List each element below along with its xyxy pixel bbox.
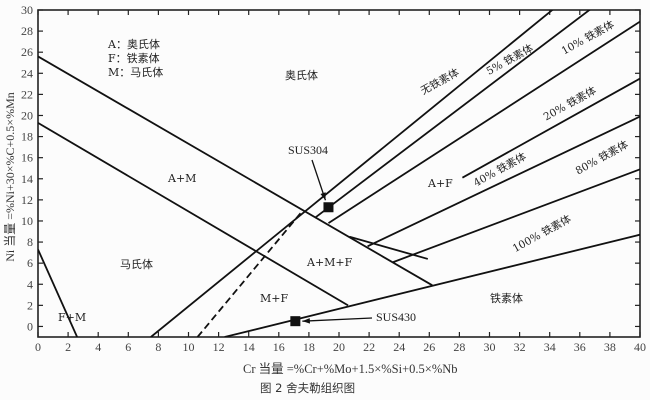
x-tick-label: 20 (333, 340, 345, 354)
x-tick-label: 0 (35, 340, 41, 354)
x-tick-label: 18 (303, 340, 315, 354)
x-tick-label: 16 (273, 340, 285, 354)
region-a-f: A+F (428, 177, 453, 190)
x-tick-label: 24 (393, 340, 405, 354)
sus304-arrow-head (320, 192, 326, 201)
x-tick-label: 34 (544, 340, 556, 354)
label-sus430: SUS430 (376, 310, 417, 324)
x-tick-label: 8 (155, 340, 161, 354)
y-tick-label: 14 (21, 172, 33, 186)
phase-line-ferrite-20-b (461, 77, 640, 179)
y-tick-label: 30 (21, 3, 33, 17)
x-tick-label: 12 (213, 340, 225, 354)
x-axis-label: Cr 当量 =%Cr+%Mo+1.5×%Si+0.5×%Nb (243, 362, 458, 376)
sus430-arrow-head (302, 318, 310, 324)
y-tick-label: 6 (27, 256, 33, 270)
phase-line-austenite-boundary (38, 55, 433, 287)
y-tick-label: 10 (21, 214, 33, 228)
x-tick-label: 30 (484, 340, 496, 354)
phase-line-ferrite-10 (327, 20, 640, 224)
region-a-m: A+M (168, 172, 197, 185)
y-axis-label: Ni 当量 =%Ni+30×%C+0.5×%Mn (3, 92, 17, 262)
phase-line-ferrite-boundary (224, 233, 640, 337)
marker-sus430 (290, 316, 301, 327)
x-tick-label: 22 (363, 340, 375, 354)
y-tick-label: 2 (27, 298, 33, 312)
figure-caption: 图 2 舍夫勒组织图 (260, 381, 356, 395)
phase-line-ferrite-80 (392, 168, 640, 263)
region-martensite: 马氏体 (120, 258, 153, 271)
y-tick-label: 16 (21, 151, 33, 165)
sus430-arrow-line (302, 317, 373, 322)
x-tick-label: 26 (423, 340, 435, 354)
x-tick-label: 4 (95, 340, 101, 354)
x-tick-label: 40 (634, 340, 646, 354)
y-tick-label: 22 (21, 87, 33, 101)
y-tick-label: 18 (21, 130, 33, 144)
phase-line-dashed (196, 209, 304, 337)
y-tick-label: 26 (21, 45, 33, 59)
x-tick-label: 32 (514, 340, 526, 354)
phase-line-martensite-boundary (38, 122, 349, 307)
phase-line-ferrite-martensite-boundary (38, 249, 78, 337)
region-m-f: M+F (260, 292, 289, 305)
y-tick-label: 24 (21, 66, 33, 80)
legend-austenite: A：奥氏体 (108, 38, 160, 51)
legend-martensite: M：马氏体 (108, 66, 164, 79)
label-sus304: SUS304 (288, 143, 329, 157)
x-tick-label: 2 (65, 340, 71, 354)
phase-line-no-ferrite (150, 10, 554, 337)
y-tick-label: 12 (21, 193, 33, 207)
y-tick-label: 0 (27, 319, 33, 333)
x-tick-label: 14 (243, 340, 255, 354)
x-tick-label: 38 (604, 340, 616, 354)
legend-ferrite: F：铁素体 (108, 52, 160, 65)
phase-line-ferrite-20-a (349, 235, 429, 260)
x-tick-label: 10 (183, 340, 195, 354)
x-tick-label: 36 (574, 340, 586, 354)
phase-line-ferrite-40 (367, 115, 640, 248)
x-tick-label: 6 (125, 340, 131, 354)
region-a-m-f: A+M+F (307, 256, 353, 269)
region-austenite: 奥氏体 (285, 69, 318, 82)
y-tick-label: 28 (21, 24, 33, 38)
marker-sus304 (323, 202, 334, 213)
region-ferrite: 铁素体 (490, 292, 523, 305)
y-tick-label: 8 (27, 235, 33, 249)
y-tick-label: 20 (21, 108, 33, 122)
x-tick-label: 28 (453, 340, 465, 354)
y-tick-label: 4 (27, 277, 33, 291)
region-f-m: F+M (58, 311, 87, 324)
phase-line-ferrite-5 (314, 10, 591, 219)
